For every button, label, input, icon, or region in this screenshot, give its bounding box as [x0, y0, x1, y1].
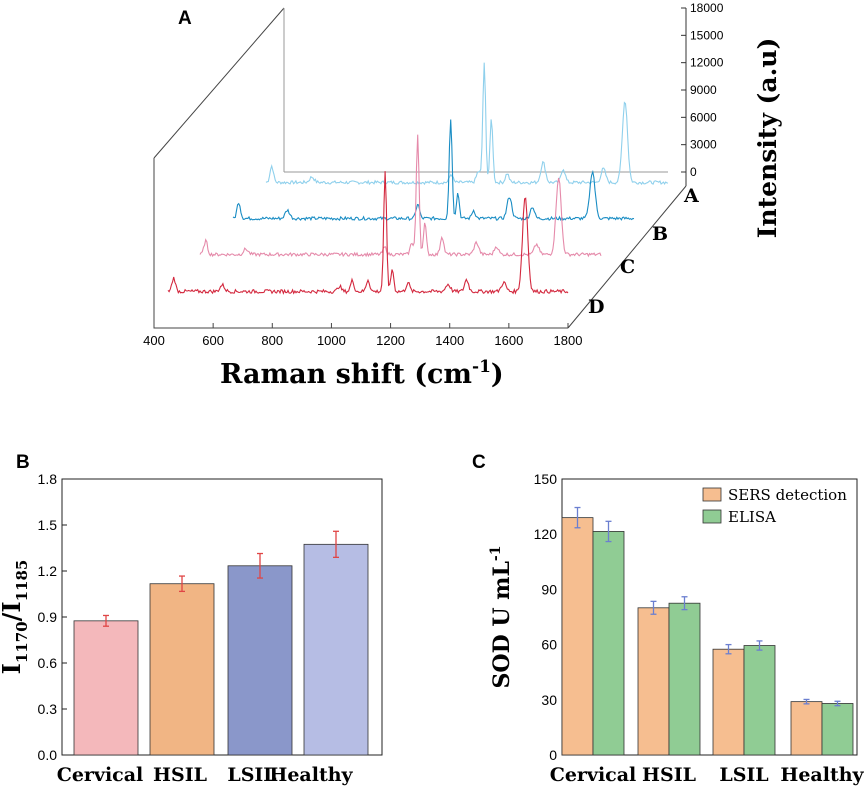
- a-x-tick-label: 1800: [554, 333, 583, 348]
- b-y-tick-label: 0.9: [38, 609, 58, 625]
- c-legend-label-elisa: ELISA: [728, 508, 776, 526]
- a-x-tick-label: 800: [261, 333, 283, 348]
- c-category-label: LSIL: [719, 764, 768, 786]
- c-category-label: HSIL: [642, 764, 696, 786]
- panel-a-3d-spectra: A 400 600 800 1000 1200 1400 1600 1800 0 3000 600…: [143, 1, 782, 390]
- c-bar-elisa: [821, 703, 854, 756]
- c-category-label: Healthy: [780, 764, 864, 786]
- a-x-tick-label: 1400: [435, 333, 464, 348]
- a-x-tick-label: 1000: [317, 333, 346, 348]
- spectrum-line-b: [232, 119, 635, 222]
- c-y-tick-label: 30: [541, 692, 557, 708]
- b-category-label: Cervical: [57, 764, 144, 786]
- a-x-tick-label: 1200: [376, 333, 405, 348]
- b-bar: [303, 543, 369, 756]
- c-y-tick-label: 120: [534, 526, 558, 542]
- a-x-axis-label: Raman shift (cm-1): [220, 357, 504, 390]
- a-y-tick-label: 6000: [690, 110, 717, 124]
- spectrum-line-a: [265, 62, 669, 186]
- c-y-tick-label: 0: [549, 747, 557, 763]
- c-legend-label-sers: SERS detection: [728, 486, 847, 504]
- spectrum-line-d: [167, 171, 569, 295]
- frame-right-edge: [567, 185, 687, 329]
- c-bar-sers: [712, 648, 745, 756]
- c-bar-elisa: [743, 645, 776, 756]
- panel-b-ratio-bar-chart: B 0.00.30.60.91.21.51.8 CervicalcancerHS…: [0, 452, 383, 791]
- spectrum-line-c: [199, 134, 602, 258]
- a-y-tick-label: 9000: [690, 83, 717, 97]
- panel-label-b: B: [16, 452, 30, 473]
- a-y-tick-label: 15000: [690, 28, 724, 42]
- c-legend: SERS detection ELISA: [702, 486, 847, 526]
- c-bar-elisa: [592, 531, 625, 756]
- b-category-label: Healthy: [269, 764, 353, 786]
- a-y-tick-label: 0: [690, 165, 697, 179]
- b-y-tick-label: 0.6: [38, 655, 58, 671]
- c-category-label: Cervical: [550, 764, 637, 786]
- a-y-axis-label: Intensity (a.u): [753, 38, 782, 239]
- c-bar-sers: [561, 517, 594, 756]
- a-y-tick-label: 12000: [690, 56, 724, 70]
- b-y-tick-label: 1.8: [38, 471, 58, 487]
- c-bar-sers: [637, 607, 670, 756]
- spectrum-label-d: D: [588, 296, 604, 318]
- panel-label-c: C: [472, 452, 486, 473]
- a-x-tick-label: 1600: [494, 333, 523, 348]
- a-y-tick-label: 3000: [690, 138, 717, 152]
- c-y-tick-label: 90: [541, 581, 557, 597]
- c-bar-sers: [790, 701, 823, 756]
- spectrum-label-b: B: [652, 223, 668, 245]
- b-y-axis-label: I1170/I1185: [0, 560, 31, 675]
- panel-label-a: A: [178, 8, 192, 29]
- b-bar: [73, 620, 139, 756]
- b-bar: [149, 583, 215, 756]
- c-y-axis-label: SOD U mL-1: [488, 546, 515, 689]
- b-y-tick-label: 0.0: [38, 747, 58, 763]
- b-y-tick-label: 0.3: [38, 701, 58, 717]
- b-bar: [227, 565, 293, 756]
- a-y-tick-label: 18000: [690, 1, 724, 15]
- b-category-label: LSIL: [227, 764, 276, 786]
- a-x-tick-label: 400: [143, 333, 165, 348]
- frame-top-left-edge: [153, 7, 285, 159]
- a-x-tick-label: 600: [202, 333, 224, 348]
- c-legend-swatch-sers: [702, 487, 722, 502]
- c-y-tick-label: 60: [541, 637, 557, 653]
- b-y-tick-label: 1.2: [38, 563, 58, 579]
- c-y-tick-label: 150: [534, 471, 558, 487]
- spectrum-label-c: C: [620, 256, 635, 278]
- frame-front: [153, 158, 568, 329]
- b-y-tick-label: 1.5: [38, 517, 58, 533]
- b-category-label: HSIL: [153, 764, 207, 786]
- c-bar-elisa: [668, 602, 701, 756]
- c-legend-swatch-elisa: [702, 509, 722, 524]
- spectrum-label-a: A: [683, 185, 699, 207]
